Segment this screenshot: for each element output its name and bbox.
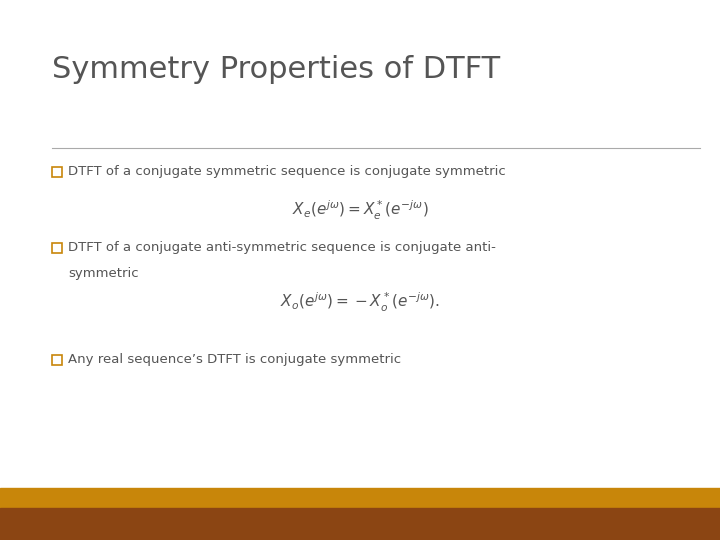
Text: $X_o(e^{j\omega}) = -X_o^*(e^{-j\omega}).$: $X_o(e^{j\omega}) = -X_o^*(e^{-j\omega})… (280, 291, 440, 314)
Bar (52, 243, 62, 253)
Text: DTFT of a conjugate symmetric sequence is conjugate symmetric: DTFT of a conjugate symmetric sequence i… (68, 165, 505, 179)
Text: DTFT of a conjugate anti-symmetric sequence is conjugate anti-: DTFT of a conjugate anti-symmetric seque… (68, 241, 496, 254)
Text: Symmetry Properties of DTFT: Symmetry Properties of DTFT (52, 55, 500, 84)
Bar (52, 355, 62, 365)
Bar (0, 508, 720, 540)
Text: Any real sequence’s DTFT is conjugate symmetric: Any real sequence’s DTFT is conjugate sy… (68, 354, 401, 367)
Text: symmetric: symmetric (68, 267, 139, 280)
Bar (0, 488, 720, 508)
Bar (52, 167, 62, 177)
Text: $X_e(e^{j\omega}) = X_e^*(e^{-j\omega})$: $X_e(e^{j\omega}) = X_e^*(e^{-j\omega})$ (292, 198, 428, 221)
